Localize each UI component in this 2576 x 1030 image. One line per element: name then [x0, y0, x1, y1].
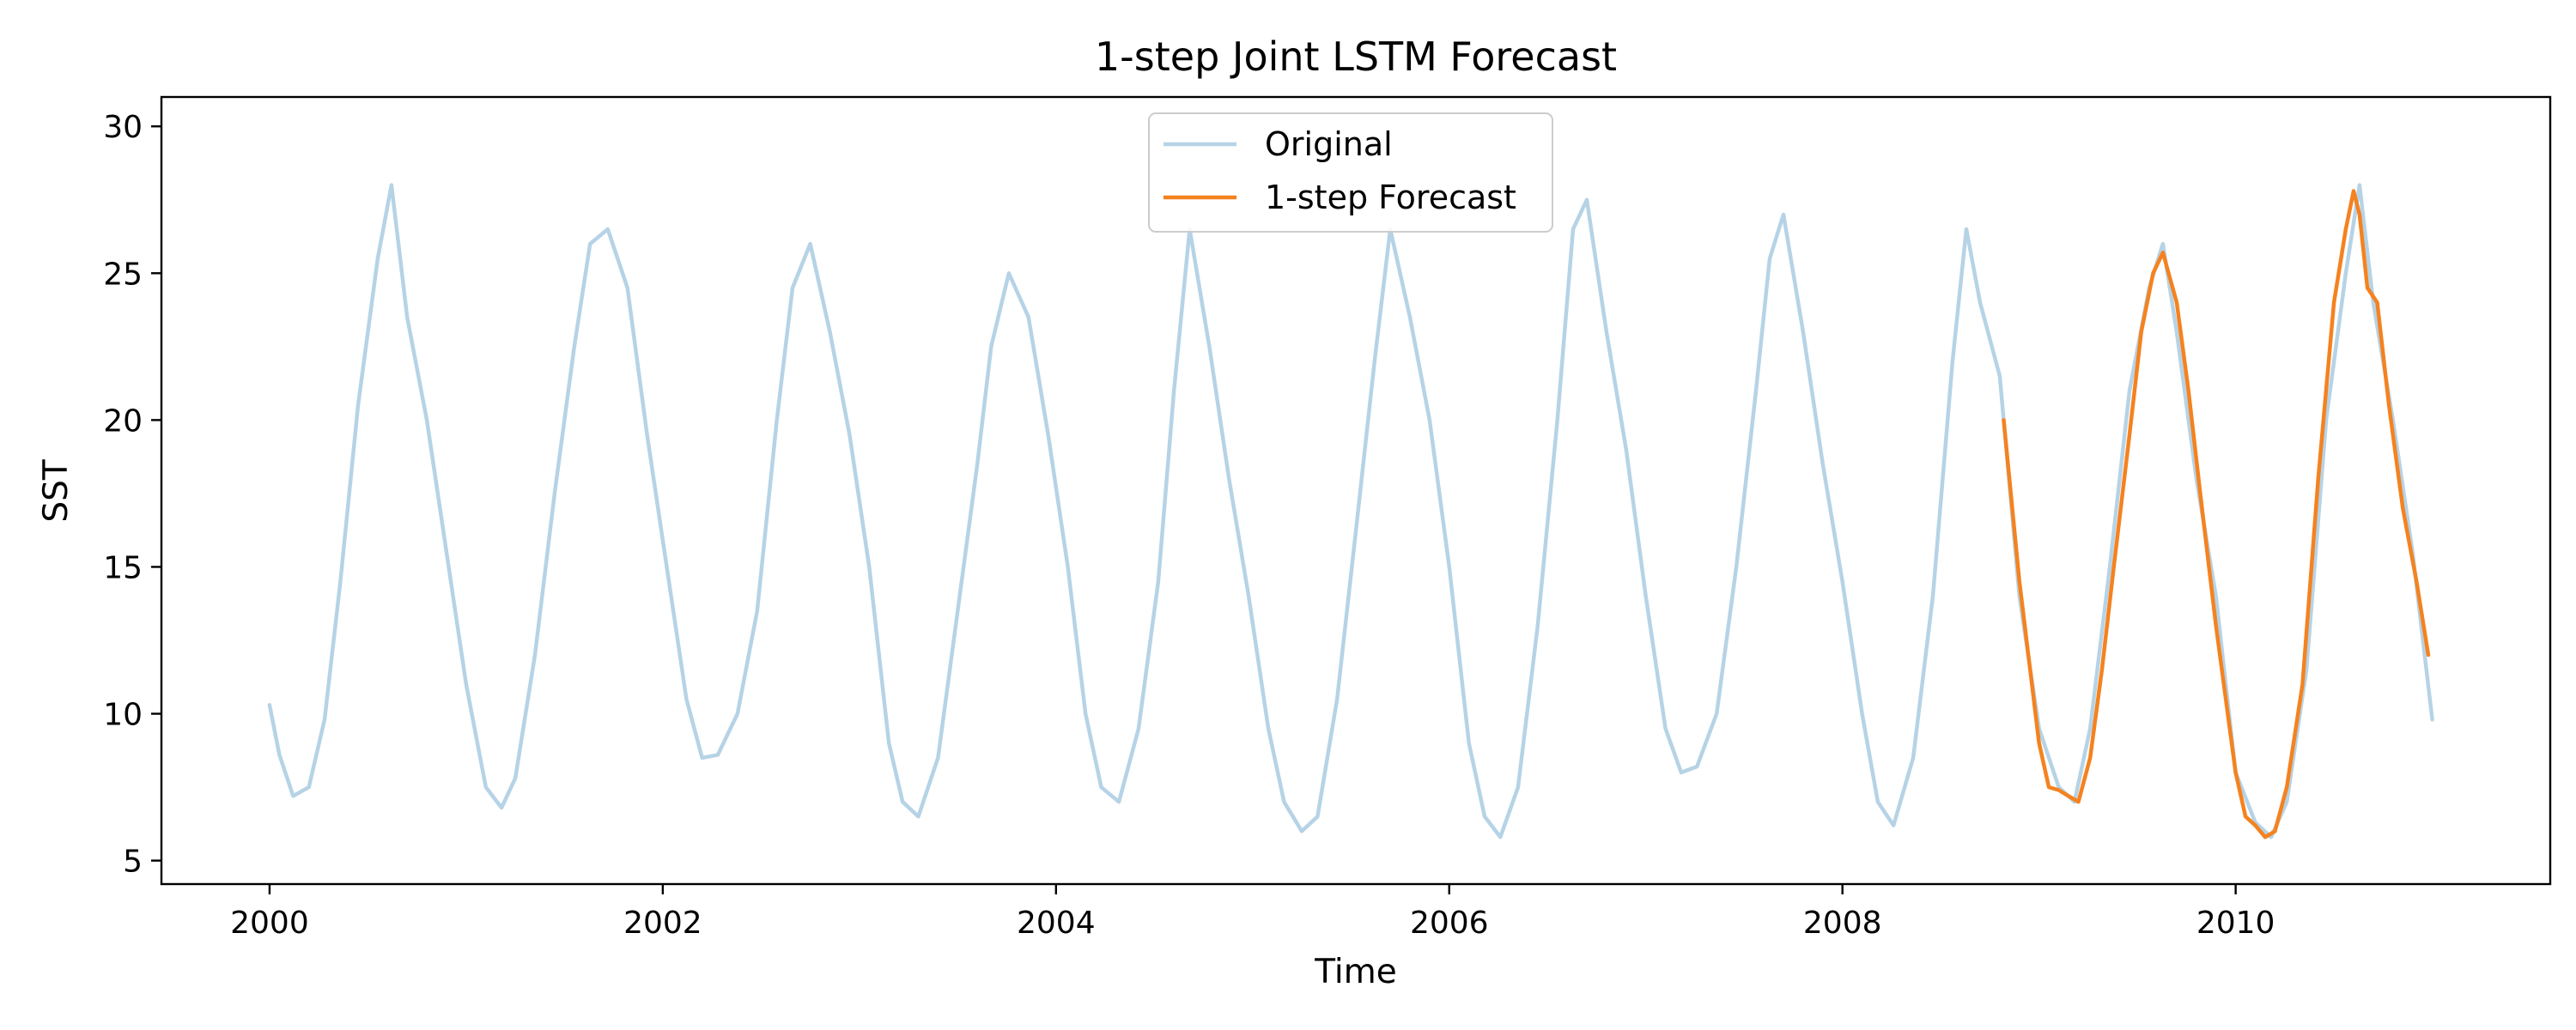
y-tick-label: 20: [103, 403, 143, 439]
legend-label-original: Original: [1265, 125, 1393, 163]
series-line-1-step-forecast: [2002, 189, 2431, 839]
y-axis-label: SST: [37, 459, 76, 523]
y-tick-label: 30: [103, 110, 143, 145]
series-layer: [267, 183, 2434, 839]
x-axis-ticks: 2000 2002 2004 2006 2008 2010: [230, 884, 2275, 941]
legend-label-forecast: 1-step Forecast: [1265, 179, 1516, 216]
x-tick-label: 2000: [230, 906, 309, 941]
y-tick-label: 15: [103, 550, 143, 585]
y-tick-label: 25: [103, 257, 143, 292]
y-tick-label: 10: [103, 698, 143, 733]
x-tick-label: 2004: [1017, 906, 1096, 941]
legend: Original 1-step Forecast: [1148, 112, 1553, 233]
y-tick-label: 5: [123, 845, 143, 880]
legend-box: [1148, 112, 1553, 233]
x-axis-label: Time: [1314, 953, 1396, 991]
x-tick-label: 2002: [623, 906, 702, 941]
y-axis-ticks: 5 10 15 20 25 30: [103, 110, 161, 880]
x-tick-label: 2008: [1803, 906, 1882, 941]
x-tick-label: 2010: [2196, 906, 2275, 941]
chart-title: 1-step Joint LSTM Forecast: [1095, 33, 1617, 80]
x-tick-label: 2006: [1410, 906, 1489, 941]
